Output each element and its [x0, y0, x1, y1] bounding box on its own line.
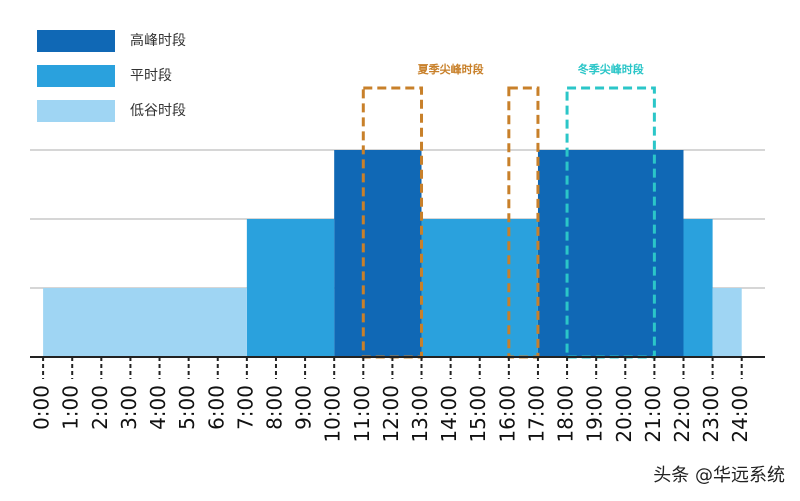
- x-tick-label: 13:00: [408, 385, 432, 443]
- x-tick-label: 6:00: [204, 385, 228, 430]
- x-tick-label: 3:00: [117, 385, 141, 430]
- x-tick-label: 4:00: [146, 385, 170, 430]
- legend-swatch: [37, 100, 115, 122]
- bar: [683, 219, 713, 357]
- bar: [334, 150, 422, 357]
- x-tick-label: 9:00: [292, 385, 316, 430]
- x-tick-label: 23:00: [699, 385, 723, 443]
- bar: [421, 219, 538, 357]
- x-tick-label: 10:00: [321, 385, 345, 443]
- x-tick-label: 7:00: [233, 385, 257, 430]
- bar: [712, 288, 742, 357]
- bar: [537, 150, 684, 357]
- legend-label: 平时段: [130, 68, 172, 84]
- highlight-label: 冬季尖峰时段: [578, 62, 644, 76]
- x-tick-label: 8:00: [262, 385, 286, 430]
- x-tick-label: 14:00: [437, 385, 461, 443]
- x-tick-label: 22:00: [670, 385, 694, 443]
- bar: [43, 288, 247, 357]
- legend-label: 低谷时段: [130, 103, 186, 119]
- x-tick-label: 17:00: [524, 385, 548, 443]
- x-tick-label: 24:00: [728, 385, 752, 443]
- x-tick-label: 0:00: [30, 385, 54, 430]
- watermark: 头条 @华远系统: [653, 465, 785, 486]
- x-tick-label: 16:00: [495, 385, 519, 443]
- x-tick-label: 12:00: [379, 385, 403, 443]
- bar: [246, 219, 335, 357]
- legend-swatch: [37, 65, 115, 87]
- x-tick-label: 5:00: [175, 385, 199, 430]
- x-tick-label: 15:00: [466, 385, 490, 443]
- x-tick-label: 11:00: [350, 385, 374, 443]
- x-tick-label: 2:00: [88, 385, 112, 430]
- legend-label: 高峰时段: [130, 32, 186, 49]
- x-tick-label: 20:00: [612, 385, 636, 443]
- legend-swatch: [37, 30, 115, 52]
- x-tick-label: 18:00: [554, 385, 578, 443]
- highlight-label: 夏季尖峰时段: [418, 62, 484, 76]
- x-tick-label: 1:00: [59, 385, 83, 430]
- x-tick-label: 19:00: [583, 385, 607, 443]
- x-tick-label: 21:00: [641, 385, 665, 443]
